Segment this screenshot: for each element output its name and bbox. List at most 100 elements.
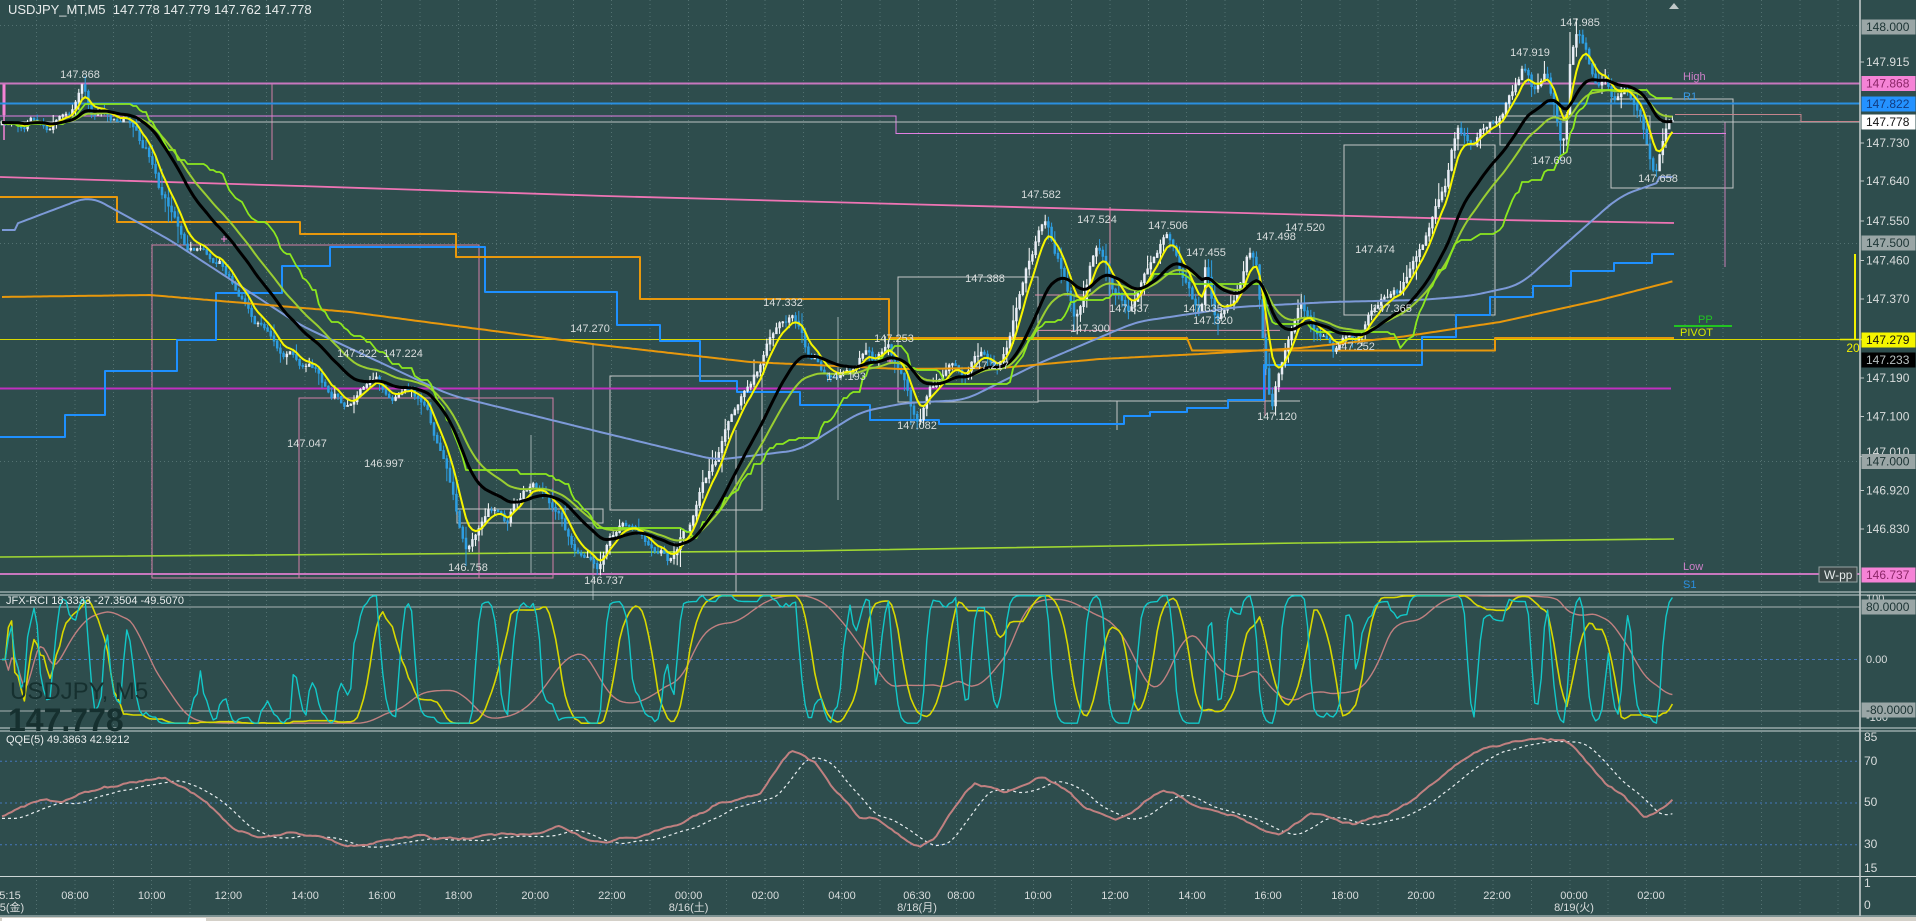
svg-text:08:00: 08:00 xyxy=(61,890,89,902)
svg-text:00:00: 00:00 xyxy=(1560,890,1588,902)
svg-text:147.365: 147.365 xyxy=(1372,303,1412,315)
svg-text:00:00: 00:00 xyxy=(675,890,703,902)
svg-text:18:00: 18:00 xyxy=(445,890,473,902)
svg-text:JFX-RCI 18.3333 -27.3504 -49.5: JFX-RCI 18.3333 -27.3504 -49.5070 xyxy=(6,595,184,607)
svg-text:PIVOT: PIVOT xyxy=(1680,327,1713,339)
svg-text:147.460: 147.460 xyxy=(1866,254,1910,268)
svg-text:147.520: 147.520 xyxy=(1285,222,1325,234)
svg-text:147.455: 147.455 xyxy=(1186,247,1226,259)
svg-text:147.640: 147.640 xyxy=(1866,174,1910,188)
svg-text:W-pp: W-pp xyxy=(1824,568,1853,582)
svg-text:147.370: 147.370 xyxy=(1866,292,1910,306)
svg-text:18:00: 18:00 xyxy=(1331,890,1359,902)
svg-text:147.047: 147.047 xyxy=(287,438,327,450)
svg-text:15: 15 xyxy=(1864,861,1878,875)
svg-text:QQE(5) 49.3863 42.9212: QQE(5) 49.3863 42.9212 xyxy=(6,734,130,746)
svg-text:147.000: 147.000 xyxy=(1866,455,1910,469)
svg-text:147.252: 147.252 xyxy=(1335,341,1375,353)
svg-text:R1: R1 xyxy=(1683,91,1697,103)
svg-text:30: 30 xyxy=(1864,837,1878,851)
svg-text:147.498: 147.498 xyxy=(1256,231,1296,243)
svg-text:147.253: 147.253 xyxy=(874,333,914,345)
svg-text:08:00: 08:00 xyxy=(947,890,975,902)
svg-text:147.388: 147.388 xyxy=(965,273,1005,285)
svg-text:10:00: 10:00 xyxy=(138,890,166,902)
svg-text:147.279: 147.279 xyxy=(1866,333,1910,347)
svg-text:5(金): 5(金) xyxy=(0,900,24,914)
svg-text:04:00: 04:00 xyxy=(828,890,856,902)
svg-text:147.868: 147.868 xyxy=(1866,77,1910,91)
svg-text:20:00: 20:00 xyxy=(521,890,549,902)
svg-text:147.506: 147.506 xyxy=(1148,220,1188,232)
svg-text:147.822: 147.822 xyxy=(1866,97,1910,111)
svg-text:147.300: 147.300 xyxy=(1070,323,1110,335)
svg-text:146.758: 146.758 xyxy=(448,562,488,574)
svg-text:8/18(月): 8/18(月) xyxy=(897,902,937,914)
svg-text:5:15: 5:15 xyxy=(0,890,21,902)
svg-text:146.737: 146.737 xyxy=(584,575,624,587)
svg-text:20:00: 20:00 xyxy=(1407,890,1435,902)
svg-text:16:00: 16:00 xyxy=(368,890,396,902)
svg-text:147.919: 147.919 xyxy=(1510,47,1550,59)
svg-text:06:30: 06:30 xyxy=(903,890,931,902)
svg-text:22:00: 22:00 xyxy=(598,890,626,902)
svg-text:80.0000: 80.0000 xyxy=(1866,600,1910,614)
svg-text:High: High xyxy=(1683,71,1706,83)
svg-text:147.582: 147.582 xyxy=(1021,189,1061,201)
svg-text:14:00: 14:00 xyxy=(291,890,319,902)
svg-text:14:00: 14:00 xyxy=(1178,890,1206,902)
svg-text:S1: S1 xyxy=(1683,579,1696,591)
svg-text:147.224: 147.224 xyxy=(383,348,423,360)
svg-text:147.190: 147.190 xyxy=(1866,371,1910,385)
svg-text:USDJPY_MT,M5 147.778 147.779: USDJPY_MT,M5 147.778 147.779 147.762 147… xyxy=(8,2,312,17)
svg-text:147.217: 147.217 xyxy=(969,360,1009,372)
svg-text:146.830: 146.830 xyxy=(1866,522,1910,536)
svg-text:10:00: 10:00 xyxy=(1024,890,1052,902)
svg-text:12:00: 12:00 xyxy=(215,890,243,902)
svg-text:147.100: 147.100 xyxy=(1866,410,1910,424)
svg-text:1: 1 xyxy=(1864,876,1871,890)
svg-text:147.474: 147.474 xyxy=(1355,244,1395,256)
svg-text:USDJPY, M5: USDJPY, M5 xyxy=(10,678,148,705)
svg-text:147.335: 147.335 xyxy=(1183,303,1223,315)
svg-text:147.985: 147.985 xyxy=(1560,17,1600,29)
svg-text:147.082: 147.082 xyxy=(897,420,937,432)
svg-text:Low: Low xyxy=(1683,561,1703,573)
svg-text:PP: PP xyxy=(1698,314,1713,326)
svg-text:147.730: 147.730 xyxy=(1866,136,1910,150)
svg-text:147.868: 147.868 xyxy=(60,69,100,81)
svg-text:147.500: 147.500 xyxy=(1866,236,1910,250)
svg-text:20: 20 xyxy=(1846,341,1860,355)
svg-text:02:00: 02:00 xyxy=(752,890,780,902)
svg-text:0: 0 xyxy=(1864,898,1871,912)
svg-text:147.222: 147.222 xyxy=(337,348,377,360)
svg-text:70: 70 xyxy=(1864,754,1878,768)
svg-text:147.332: 147.332 xyxy=(763,297,803,309)
svg-text:146.920: 146.920 xyxy=(1866,483,1910,497)
svg-text:-80.0000: -80.0000 xyxy=(1866,703,1914,717)
svg-text:148.000: 148.000 xyxy=(1866,20,1910,34)
svg-text:147.550: 147.550 xyxy=(1866,214,1910,228)
svg-text:0.00: 0.00 xyxy=(1866,654,1887,666)
svg-text:22:00: 22:00 xyxy=(1483,890,1511,902)
svg-text:12:00: 12:00 xyxy=(1101,890,1129,902)
svg-text:16:00: 16:00 xyxy=(1254,890,1282,902)
svg-text:147.658: 147.658 xyxy=(1638,173,1678,185)
svg-text:147.320: 147.320 xyxy=(1193,315,1233,327)
svg-text:147.120: 147.120 xyxy=(1257,411,1297,423)
svg-text:146.997: 146.997 xyxy=(364,458,404,470)
svg-text:147.524: 147.524 xyxy=(1077,214,1117,226)
svg-text:50: 50 xyxy=(1864,795,1878,809)
svg-text:8/16(土): 8/16(土) xyxy=(669,901,709,914)
svg-text:147.233: 147.233 xyxy=(1866,353,1910,367)
svg-text:146.737: 146.737 xyxy=(1866,568,1910,582)
svg-text:8/19(火): 8/19(火) xyxy=(1554,902,1594,914)
svg-text:147.778: 147.778 xyxy=(8,702,124,738)
svg-text:147.778: 147.778 xyxy=(1866,115,1910,129)
svg-text:147.915: 147.915 xyxy=(1866,55,1910,69)
svg-text:147.193: 147.193 xyxy=(826,371,866,383)
svg-text:02:00: 02:00 xyxy=(1637,890,1665,902)
svg-text:147.270: 147.270 xyxy=(570,323,610,335)
svg-text:85: 85 xyxy=(1864,730,1878,744)
svg-text:147.690: 147.690 xyxy=(1532,155,1572,167)
